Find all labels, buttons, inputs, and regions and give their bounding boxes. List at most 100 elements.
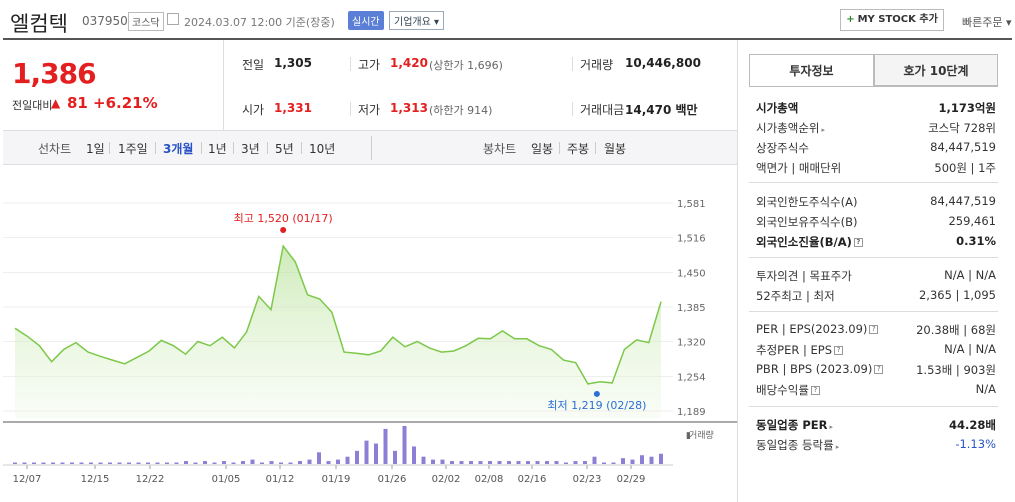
volume-bar xyxy=(564,462,568,464)
help-icon[interactable]: ? xyxy=(869,325,879,334)
period-tab-bar xyxy=(3,131,737,165)
price-change: 81 xyxy=(67,94,88,112)
volume-label: 거래량 xyxy=(689,429,714,441)
volume-bar-glyph: ▮ xyxy=(686,431,691,441)
add-my-stock-label: MY STOCK 추가 xyxy=(857,14,938,25)
stock-name: 엘컴텍 xyxy=(10,12,68,36)
x-tick-label: 02/08 xyxy=(475,474,504,485)
info-row-face-value: 액면가 | 매매단위 500원 | 1주 xyxy=(756,161,996,175)
high-marker xyxy=(280,226,287,233)
high-label: 고가 xyxy=(358,58,381,72)
help-icon[interactable]: ? xyxy=(853,238,863,247)
tab-1y[interactable]: 1년 xyxy=(208,142,227,156)
volume-bar xyxy=(298,461,302,464)
info-row-52week: 52주최고 | 최저 2,365 | 1,095 xyxy=(756,288,996,303)
candle-chart-label: 봉차트 xyxy=(483,142,517,156)
upper-limit: (상한가 1,696) xyxy=(429,59,503,72)
volume-bar xyxy=(70,462,74,464)
divider xyxy=(267,142,268,154)
volume-bar xyxy=(127,462,131,464)
x-tick-label: 12/15 xyxy=(81,474,110,485)
volume-bar xyxy=(459,461,464,464)
divider xyxy=(749,257,998,258)
volume-bar xyxy=(307,459,312,464)
volume-bar xyxy=(89,462,93,464)
add-my-stock-button[interactable]: + MY STOCK 추가 xyxy=(840,9,944,31)
price-change-percent: +6.21% xyxy=(93,94,158,112)
divider xyxy=(595,142,596,154)
lower-limit: (하한가 914) xyxy=(429,104,493,117)
volume-bar xyxy=(421,456,426,464)
tab-1w[interactable]: 1주일 xyxy=(118,142,148,156)
prev-close-label: 전일 xyxy=(242,58,265,72)
volume-bars xyxy=(13,426,663,464)
volume-bar xyxy=(155,462,160,464)
volume-bar xyxy=(649,456,654,464)
x-tick-label: 01/26 xyxy=(378,474,407,485)
y-tick-label: 1,189 xyxy=(677,407,706,418)
info-row-sector-change: 동일업종 등락률 ▸ -1.13% xyxy=(756,437,996,452)
tab-monthly[interactable]: 월봉 xyxy=(604,142,627,156)
chart-border xyxy=(737,40,738,502)
volume-bar xyxy=(592,456,597,464)
volume-bar xyxy=(402,426,407,464)
volume-bar xyxy=(469,461,473,464)
line-chart-label: 선차트 xyxy=(38,142,72,156)
x-tick-label: 02/16 xyxy=(518,474,547,485)
x-axis-labels: 12/07 12/15 12/22 01/05 01/12 01/19 01/26 02/02… xyxy=(3,464,673,485)
divider xyxy=(572,102,573,116)
volume-bar xyxy=(355,450,359,464)
open-value: 1,331 xyxy=(274,101,312,115)
y-tick-label: 1,450 xyxy=(677,269,706,280)
divider xyxy=(201,142,202,154)
low-annotation: 최저 1,219 (02/28) xyxy=(547,399,646,412)
volume-bar xyxy=(32,462,36,464)
volume-bar xyxy=(146,462,150,464)
help-icon[interactable]: ? xyxy=(834,346,844,355)
info-row-foreign-ratio: 외국인소진율(B/A)? 0.31% xyxy=(756,234,996,249)
price-line xyxy=(14,244,662,385)
volume-bar xyxy=(554,461,559,464)
volume-bar xyxy=(136,462,141,464)
tab-order-book[interactable]: 호가 10단계 xyxy=(874,54,998,86)
info-row-foreign-holding: 외국인보유주식수(B) 259,461 xyxy=(756,214,996,229)
help-icon[interactable]: ? xyxy=(810,386,820,395)
tab-investment-info[interactable]: 투자정보 xyxy=(749,54,874,86)
x-tick-label: 01/05 xyxy=(212,474,241,485)
tab-1d[interactable]: 1일 xyxy=(86,142,105,156)
info-row-listed-shares: 상장주식수 84,447,519 xyxy=(756,140,996,155)
volume-value: 10,446,800 xyxy=(625,56,701,70)
quick-order-dropdown[interactable]: 빠른주문 ▾ xyxy=(962,16,1012,29)
tab-5y[interactable]: 5년 xyxy=(275,142,294,156)
info-row-cap-rank[interactable]: 시가총액순위 ▸ 코스닥 728위 xyxy=(756,121,996,135)
divider xyxy=(559,142,560,154)
x-tick-label: 02/29 xyxy=(617,474,646,485)
tab-3m[interactable]: 3개월 xyxy=(163,142,194,156)
x-tick-label: 12/22 xyxy=(136,474,165,485)
tab-10y[interactable]: 10년 xyxy=(309,142,336,156)
price-chart[interactable]: 1,581 1,516 1,450 1,385 1,320 1,254 1,189 최고 1… xyxy=(3,166,737,502)
help-icon[interactable]: ? xyxy=(874,365,884,374)
volume-bar xyxy=(431,459,435,464)
volume-bar xyxy=(117,462,122,464)
divider xyxy=(350,102,351,116)
header-divider xyxy=(3,38,1012,40)
volume-bar xyxy=(507,461,511,464)
tab-underline xyxy=(749,86,998,87)
volume-bar xyxy=(250,459,255,464)
tab-weekly[interactable]: 주봉 xyxy=(567,142,590,156)
divider xyxy=(749,406,998,407)
high-value: 1,420 xyxy=(390,56,428,70)
info-row-opinion: 투자의견 | 목표주가 N/A | N/A xyxy=(756,268,996,283)
tab-3y[interactable]: 3년 xyxy=(241,142,260,156)
prev-close-value: 1,305 xyxy=(274,56,312,70)
y-tick-label: 1,516 xyxy=(677,233,706,244)
volume-bar xyxy=(98,462,103,464)
volume-bar xyxy=(79,462,84,464)
tab-daily[interactable]: 일봉 xyxy=(531,142,554,156)
corp-info-dropdown[interactable]: 기업개요 ▾ xyxy=(389,11,444,30)
amount-label: 거래대금 xyxy=(580,103,625,117)
realtime-button[interactable]: 실시간 xyxy=(348,11,384,30)
plus-icon: + xyxy=(846,14,855,25)
volume-bar xyxy=(174,462,179,464)
